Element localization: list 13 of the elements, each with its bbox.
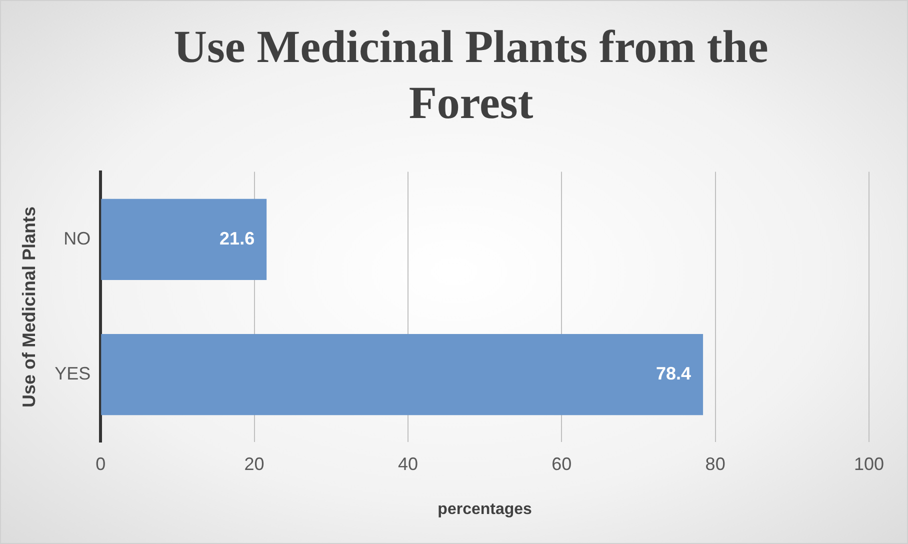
x-tick-label: 100: [854, 454, 884, 474]
y-tick-label: YES: [54, 364, 91, 384]
data-label: 78.4: [656, 364, 692, 384]
y-tick-label: NO: [64, 228, 91, 248]
x-tick-label: 0: [96, 454, 106, 474]
x-axis-title: percentages: [438, 500, 532, 518]
data-label: 21.6: [220, 228, 255, 248]
x-tick-label: 20: [244, 454, 264, 474]
y-axis-title: Use of Medicinal Plants: [18, 206, 39, 408]
x-tick-label: 60: [552, 454, 572, 474]
x-tick-label: 80: [705, 454, 726, 474]
chart-title: Use Medicinal Plants from the Forest: [172, 20, 770, 130]
x-tick-label: 40: [398, 454, 418, 474]
